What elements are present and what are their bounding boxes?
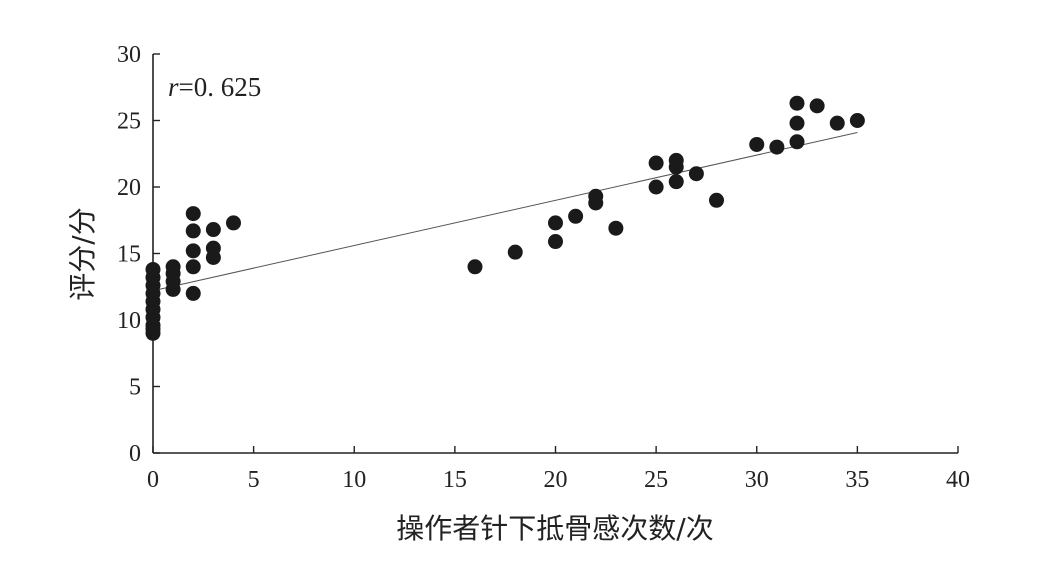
data-point (668, 152, 684, 168)
data-point (789, 115, 805, 131)
x-tick-label: 30 (745, 467, 769, 493)
x-tick-label: 0 (147, 467, 159, 493)
data-point (688, 166, 704, 182)
x-tick-label: 5 (248, 467, 260, 493)
data-point (467, 259, 483, 275)
trend-line (152, 131, 858, 292)
y-tick-label: 25 (117, 109, 141, 135)
x-tick-label: 10 (342, 467, 366, 493)
x-axis-ticks: 0 5 10 15 20 25 30 35 40 (147, 446, 970, 493)
data-point (789, 134, 805, 150)
data-point (829, 115, 845, 131)
data-point (145, 261, 161, 277)
y-axis-title: 评分/分 (66, 207, 99, 300)
data-point (769, 139, 785, 155)
x-axis-title: 操作者针下抵骨感次数/次 (396, 512, 713, 545)
correlation-value: =0. 625 (179, 72, 262, 102)
data-point (668, 174, 684, 190)
data-point (709, 192, 724, 208)
data-point (165, 259, 181, 275)
data-point (185, 259, 201, 275)
data-point (185, 223, 201, 239)
data-point (588, 188, 604, 204)
data-point (226, 215, 241, 231)
y-tick-label: 30 (117, 42, 141, 68)
data-point (809, 98, 825, 114)
correlation-variable: r (168, 72, 179, 102)
correlation-annotation: r=0. 625 (168, 72, 261, 102)
data-point (507, 244, 523, 260)
y-axis-ticks: 0 5 10 15 20 25 30 (117, 42, 160, 467)
x-tick-label: 15 (443, 467, 467, 493)
y-tick-label: 15 (117, 242, 141, 268)
data-point (185, 206, 201, 222)
data-point (789, 95, 805, 111)
data-point (849, 113, 865, 128)
y-tick-label: 10 (117, 308, 141, 334)
data-point (608, 220, 624, 236)
y-tick-label: 0 (129, 441, 141, 467)
y-tick-label: 5 (129, 375, 141, 401)
data-point (205, 240, 221, 256)
x-tick-label: 20 (544, 467, 568, 493)
x-tick-label: 35 (845, 467, 869, 493)
data-point (749, 136, 765, 152)
data-point (185, 285, 201, 301)
data-points (145, 95, 865, 341)
plot-area: 0 5 10 15 20 25 30 35 40 0 5 10 15 20 25 30 (117, 42, 970, 493)
x-tick-label: 25 (644, 467, 668, 493)
y-tick-label: 20 (117, 175, 141, 201)
data-point (548, 234, 563, 250)
x-tick-label: 40 (946, 467, 970, 493)
data-point (648, 155, 664, 171)
data-point (568, 208, 584, 224)
data-point (185, 243, 201, 259)
data-point (205, 222, 221, 238)
data-point (548, 215, 563, 231)
data-point (648, 179, 664, 195)
